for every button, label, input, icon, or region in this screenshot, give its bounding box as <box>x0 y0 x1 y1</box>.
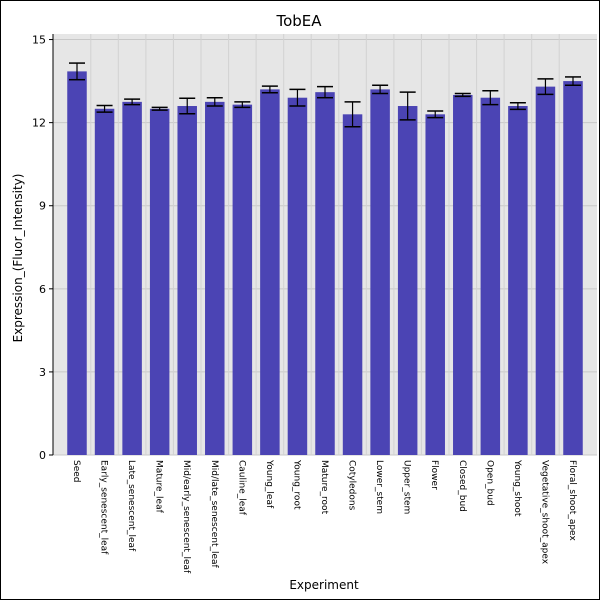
error-bar <box>399 91 416 121</box>
bar-early-senescent-leaf <box>94 108 115 455</box>
grid-lines <box>53 34 597 456</box>
error-bar <box>261 85 278 94</box>
bar-young-leaf <box>260 89 280 455</box>
bar-flower <box>425 114 445 456</box>
x-tick-label: Mid/early_senescent_leaf <box>181 460 191 574</box>
error-bar <box>509 101 526 111</box>
y-axis: 0 3 6 9 12 15 <box>32 34 54 462</box>
bar-mid-early-senescent-leaf <box>177 106 197 456</box>
error-bar <box>427 110 444 119</box>
bar-seed <box>67 71 87 455</box>
y-tick-label: 15 <box>32 34 46 47</box>
error-bar <box>234 101 251 109</box>
error-bars <box>69 62 581 128</box>
x-tick-label: Young_shoot <box>512 459 522 517</box>
y-axis-title: Expression_(Fluor_Intensity) <box>11 174 25 343</box>
bar-closed-bud <box>453 94 473 456</box>
bar-cauline-leaf <box>232 104 253 455</box>
error-bar <box>151 106 168 111</box>
x-axis-title: Experiment <box>289 578 359 592</box>
y-tick-label: 12 <box>32 117 46 130</box>
error-bar <box>565 76 581 86</box>
x-tick-label: Upper_stem <box>402 460 412 514</box>
bar-cotyledons <box>342 114 363 456</box>
error-bar <box>96 104 113 113</box>
x-tick-label: Seed <box>71 460 81 483</box>
error-bar <box>69 62 85 81</box>
x-tick-label: Mid/late_senescent_leaf <box>209 460 219 569</box>
bar-vegetative-shoot-apex <box>535 86 556 455</box>
x-tick-label: Cotyledons <box>347 460 357 511</box>
error-bar <box>482 90 499 106</box>
error-bar <box>372 84 389 95</box>
y-tick-label: 0 <box>39 449 46 462</box>
bar-lower-stem <box>370 89 390 455</box>
x-tick-label: Young_leaf <box>264 459 274 509</box>
error-bar <box>537 78 554 96</box>
bar-mature-root <box>315 92 335 455</box>
y-tick-label: 3 <box>39 366 46 379</box>
bar-young-shoot <box>508 106 528 456</box>
x-tick-label: Late_senescent_leaf <box>126 460 136 552</box>
x-tick-label: Closed_bud <box>457 460 467 512</box>
x-tick-label: Vegetative_shoot_apex <box>539 460 549 565</box>
bars <box>67 71 583 456</box>
x-tick-label: Floral_shoot_apex <box>567 460 577 541</box>
x-tick-label: Open_bud <box>484 460 494 506</box>
x-tick-label: Young_root <box>291 459 301 510</box>
bar-floral-shoot-apex <box>563 81 583 456</box>
error-bar <box>344 101 361 128</box>
x-tick-label: Mature_leaf <box>154 460 164 514</box>
x-tick-label: Mature_root <box>319 460 329 515</box>
bar-mature-leaf <box>149 108 170 455</box>
x-tick-label: Cauline_leaf <box>236 460 246 516</box>
error-bar <box>206 96 223 107</box>
bar-mid-late-senescent-leaf <box>205 101 225 455</box>
error-bar <box>317 85 333 99</box>
error-bar <box>289 88 306 107</box>
x-axis-labels: Seed Early_senescent_leaf Late_senescent_l… <box>71 459 577 574</box>
error-bar <box>124 98 141 106</box>
x-tick-label: Lower_stem <box>374 460 384 514</box>
bar-young-root <box>287 97 308 455</box>
y-tick-label: 9 <box>39 200 46 213</box>
y-tick-label: 6 <box>39 283 46 296</box>
bar-late-senescent-leaf <box>122 101 142 455</box>
x-tick-label: Early_senescent_leaf <box>99 460 109 555</box>
chart-title: TobEA <box>275 12 322 30</box>
bar-open-bud <box>480 97 501 455</box>
bar-upper-stem <box>397 106 418 456</box>
error-bar <box>454 92 471 98</box>
x-tick-label: Flower <box>429 460 439 490</box>
error-bar <box>179 97 196 115</box>
